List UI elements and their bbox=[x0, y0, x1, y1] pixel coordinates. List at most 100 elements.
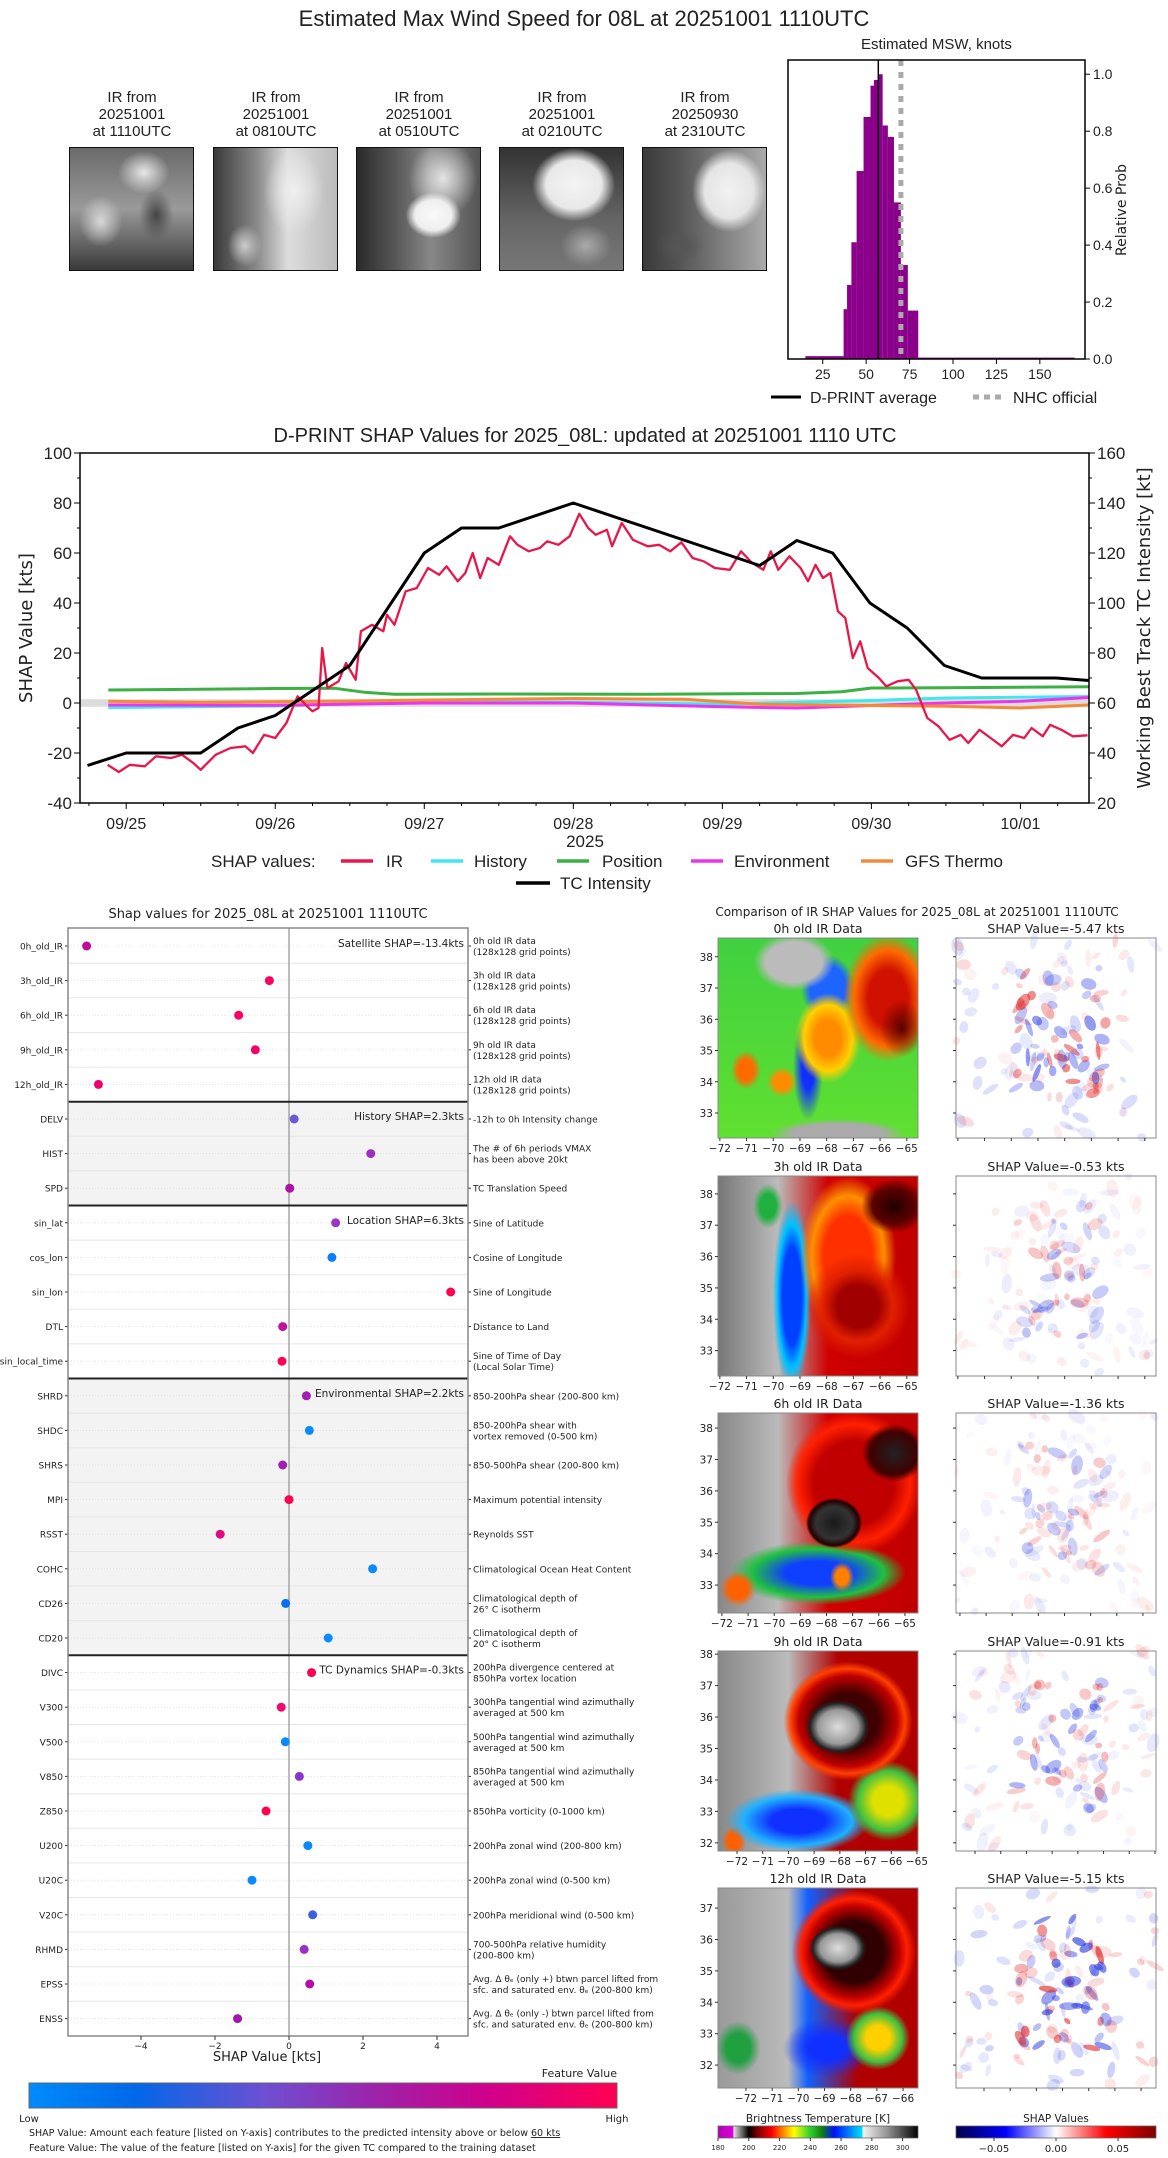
shap-map-feature bbox=[1068, 1723, 1078, 1735]
shap-map-feature bbox=[1066, 2038, 1072, 2045]
shap-map-feature bbox=[1029, 931, 1038, 949]
shap-panel-title: SHAP Value=-1.36 kts bbox=[987, 1396, 1124, 1411]
y-tick-label: 0 bbox=[63, 694, 72, 713]
shap-map-feature bbox=[1053, 1330, 1062, 1338]
shap-map-feature bbox=[1083, 1293, 1092, 1303]
feature-description: 6h old IR data bbox=[473, 1006, 536, 1016]
lat-tick-label: 37 bbox=[700, 1903, 713, 1915]
shap-map-feature bbox=[1090, 1263, 1099, 1271]
feature-description: TC Translation Speed bbox=[472, 1185, 567, 1195]
shap-map-feature bbox=[1082, 1797, 1089, 1804]
shap-map-background bbox=[956, 1888, 1156, 2088]
shap-map-feature bbox=[961, 1822, 973, 1832]
shap-map-feature bbox=[1063, 1044, 1080, 1056]
feature-name: Z850 bbox=[40, 1808, 64, 1818]
shap-map-feature bbox=[1015, 1288, 1023, 1297]
shap-map-feature bbox=[1071, 1559, 1087, 1572]
shap-map-feature bbox=[1040, 1731, 1053, 1743]
lat-tick-label: 33 bbox=[700, 2029, 713, 2041]
ir-panel-title: 3h old IR Data bbox=[773, 1159, 862, 1174]
shap-map-feature bbox=[1002, 1304, 1009, 1310]
shap-map-feature bbox=[1094, 1063, 1110, 1072]
shap-map-feature bbox=[1013, 1919, 1028, 1929]
shap-map-feature bbox=[1140, 1769, 1152, 1778]
shap-map-feature bbox=[1027, 1683, 1037, 1696]
shap-map-feature bbox=[951, 1711, 968, 1724]
shap-map-feature bbox=[1053, 1962, 1064, 1972]
legend-label: Environment bbox=[734, 852, 830, 871]
shap-map-feature bbox=[1135, 1227, 1146, 1239]
shap-map-feature bbox=[1085, 1803, 1097, 1813]
shap-dot bbox=[289, 1114, 299, 1124]
shap-map-feature bbox=[1129, 1514, 1138, 1521]
y2-tick-label: 120 bbox=[1097, 544, 1125, 563]
x-tick-label: 75 bbox=[902, 366, 918, 382]
shap-map-feature bbox=[1076, 1043, 1084, 1050]
shap-map-feature bbox=[1065, 1272, 1074, 1279]
timeseries-title: D-PRINT SHAP Values for 2025_08L: update… bbox=[274, 425, 897, 447]
shap-map-feature bbox=[1087, 1218, 1103, 1231]
shap-map-feature bbox=[1071, 1707, 1084, 1720]
shap-map-feature bbox=[1113, 1248, 1124, 1257]
shap-map-feature bbox=[1035, 1502, 1053, 1512]
shap-map-feature bbox=[1009, 1061, 1020, 1080]
shap-map-feature bbox=[1040, 1219, 1056, 1230]
shap-map-feature bbox=[1029, 1238, 1037, 1245]
shap-map-feature bbox=[1058, 1232, 1075, 1244]
shap-map-feature bbox=[1142, 1330, 1149, 1348]
shap-map-feature bbox=[1035, 1518, 1045, 1529]
shap-map-feature bbox=[1111, 2041, 1120, 2061]
shap-map-feature bbox=[1084, 1559, 1097, 1570]
shap-map-feature bbox=[1099, 1464, 1112, 1480]
shap-map-feature bbox=[1057, 1357, 1067, 1367]
shap-map-feature bbox=[1060, 1708, 1071, 1720]
shap-map-feature bbox=[1090, 1809, 1109, 1823]
lon-tick-label: −65 bbox=[906, 1856, 928, 1868]
shap-map-feature bbox=[1037, 1735, 1044, 1742]
shap-map-feature bbox=[1048, 1065, 1057, 1077]
feature-name: 12h_old_IR bbox=[14, 1081, 63, 1091]
x-tick-label: 09/28 bbox=[553, 816, 593, 833]
shap-map-feature bbox=[1047, 2023, 1058, 2034]
feature-name: U20C bbox=[39, 1877, 63, 1887]
shap-map-feature bbox=[1084, 1015, 1096, 1031]
shap-map-feature bbox=[1029, 1409, 1048, 1420]
thumbnail-label-line: at 1110UTC bbox=[92, 123, 172, 140]
feature-name: SHRD bbox=[37, 1392, 63, 1402]
shap-map-feature bbox=[959, 1021, 969, 1034]
shap-map-feature bbox=[1003, 1664, 1016, 1675]
shap-map-feature bbox=[1088, 1548, 1102, 1563]
shap-map-feature bbox=[1112, 932, 1119, 948]
shap-map-feature bbox=[1014, 1024, 1023, 1034]
shap-map-feature bbox=[1031, 1056, 1039, 1064]
shap-map-feature bbox=[1093, 990, 1109, 996]
shap-dot bbox=[323, 1633, 333, 1643]
shap-map-feature bbox=[1101, 2002, 1110, 2011]
shap-dot bbox=[301, 1391, 311, 1401]
shap-panel-frame bbox=[955, 1887, 1157, 2089]
shap-map-feature bbox=[1015, 1971, 1028, 1988]
lat-tick-label: 34 bbox=[700, 1775, 714, 1787]
feature-description: (128x128 grid points) bbox=[473, 1052, 571, 1062]
shap-map-feature bbox=[1081, 978, 1097, 990]
shap-map-feature bbox=[1064, 1124, 1080, 1132]
shap-map-feature bbox=[1079, 1688, 1092, 1700]
shap-panel-title: SHAP Value=-0.91 kts bbox=[987, 1634, 1124, 1649]
shap-map-feature bbox=[1009, 1782, 1026, 1789]
shap-map-feature bbox=[1044, 974, 1062, 986]
feature-name: 3h_old_IR bbox=[20, 977, 63, 987]
shap-map-feature bbox=[1048, 1714, 1057, 1723]
shap-map-feature bbox=[959, 1338, 969, 1350]
shap-map-feature bbox=[1082, 1509, 1090, 1527]
shap-map-feature bbox=[1082, 990, 1092, 1000]
shap-dot bbox=[299, 1944, 309, 1954]
shap-map-feature bbox=[1057, 1049, 1067, 1069]
shap-dot bbox=[278, 1322, 288, 1332]
shap-map-feature bbox=[1083, 1199, 1097, 1214]
x-tick-label: 09/29 bbox=[702, 816, 742, 833]
shap-map-feature bbox=[1150, 1927, 1160, 1935]
shap-map-feature bbox=[1096, 1694, 1107, 1702]
shap-map-feature bbox=[1146, 1960, 1164, 1972]
shap-map-feature bbox=[1093, 1457, 1106, 1469]
shap-map-feature bbox=[1031, 1503, 1036, 1520]
